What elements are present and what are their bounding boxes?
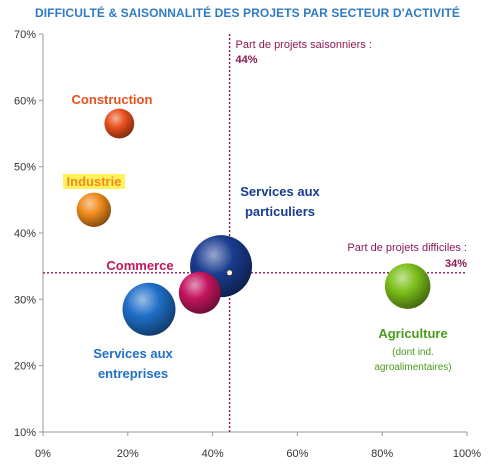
label-services-aux-entreprises: entreprises (98, 366, 168, 381)
label-services-aux-entreprises: Services aux (93, 346, 173, 361)
chart-title: DIFFICULTÉ & SAISONNALITÉ DES PROJETS PA… (34, 6, 461, 20)
sublabel-agriculture: agroalimentaires) (374, 362, 451, 373)
y-tick-label: 50% (14, 162, 36, 174)
x-tick-label: 0% (35, 448, 51, 460)
bubble-agriculture (384, 263, 431, 309)
x-tick-label: 80% (371, 448, 393, 460)
bubble-commerce (178, 271, 221, 314)
label-services-aux-particuliers: particuliers (245, 204, 315, 219)
bubble-services-aux-entreprises (122, 282, 176, 336)
crosshair-marker (226, 269, 234, 277)
bubble-construction (104, 108, 135, 139)
bubble-industrie (76, 192, 112, 227)
x-tick-label: 60% (286, 448, 308, 460)
seasonal-reference-label: Part de projets saisonniers : (236, 39, 372, 51)
y-tick-label: 60% (14, 95, 36, 107)
x-tick-label: 100% (453, 448, 481, 460)
difficulty-reference-label: Part de projets difficiles : (347, 242, 467, 254)
y-tick-label: 20% (14, 361, 36, 373)
label-services-aux-particuliers: Services aux (240, 184, 320, 199)
seasonal-reference-value: 44% (236, 54, 258, 66)
label-commerce: Commerce (106, 258, 173, 273)
label-highlight (63, 174, 125, 189)
difficulty-reference-value: 34% (445, 258, 467, 270)
sublabel-agriculture: (dont ind. (392, 347, 434, 358)
x-tick-label: 40% (202, 448, 224, 460)
label-agriculture: Agriculture (378, 326, 447, 341)
label-industrie: Industrie (67, 174, 122, 189)
label-construction: Construction (72, 92, 153, 107)
y-tick-label: 30% (14, 294, 36, 306)
y-tick-label: 40% (14, 228, 36, 240)
x-tick-label: 20% (117, 448, 139, 460)
y-tick-label: 70% (14, 29, 36, 41)
y-tick-label: 10% (14, 427, 36, 439)
